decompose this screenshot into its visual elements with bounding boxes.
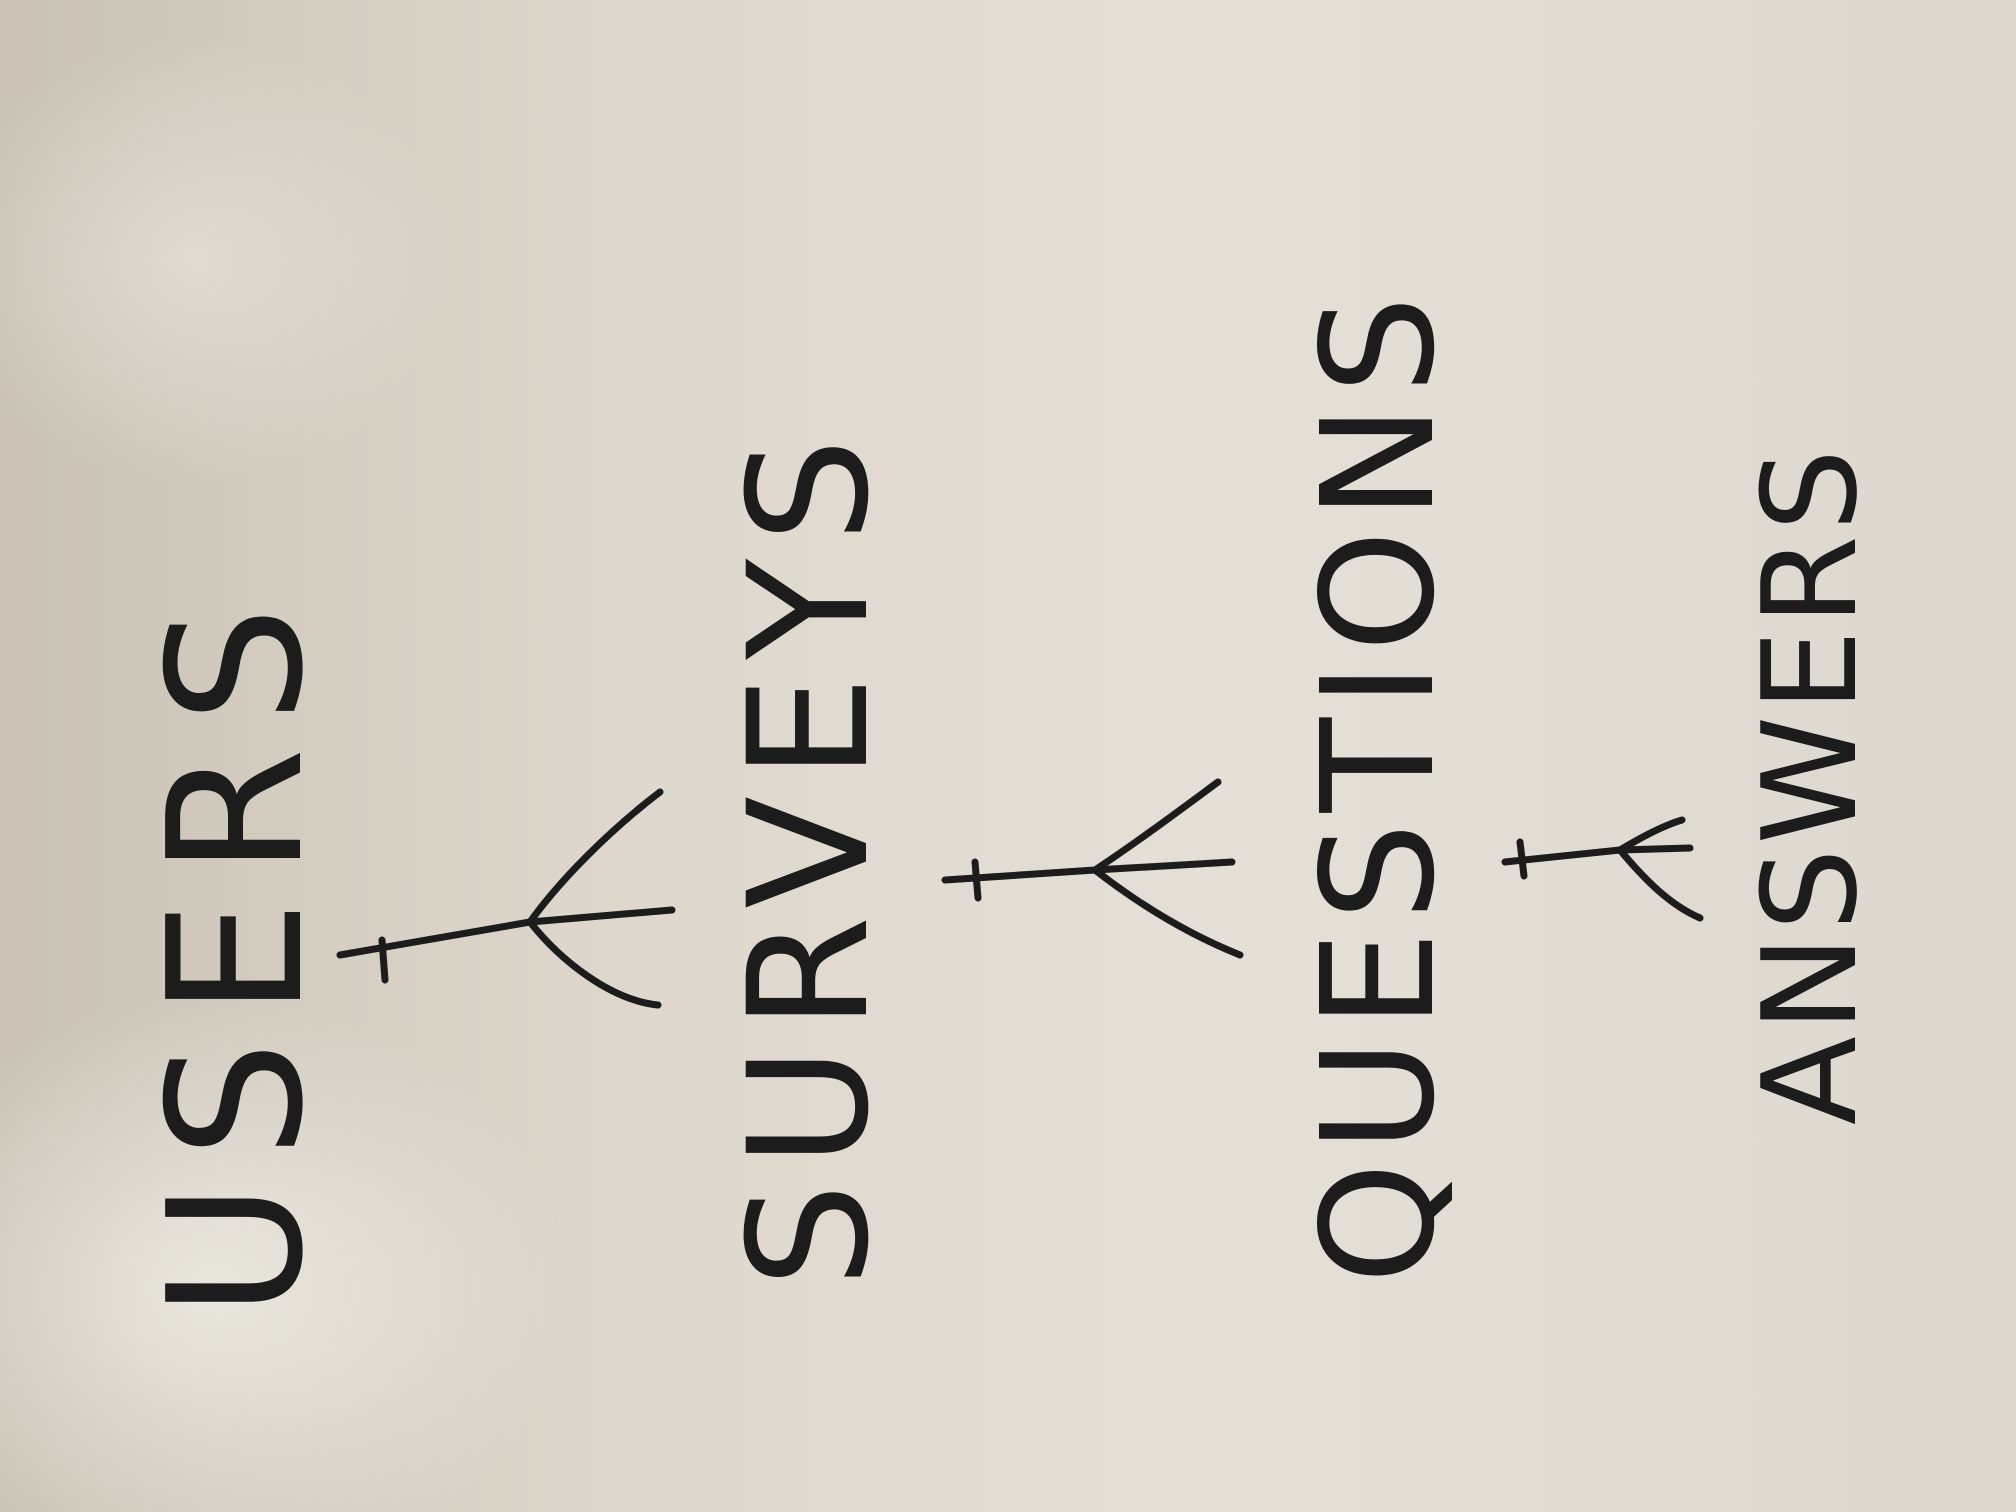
crows-foot-upper <box>526 788 664 926</box>
connector-line <box>336 918 534 959</box>
one-tick-mark <box>1516 838 1528 880</box>
crows-foot-lower <box>1616 846 1704 922</box>
crows-foot-upper <box>1616 816 1686 854</box>
entity-label-surveys: SURVEYS <box>713 422 905 1288</box>
crows-foot-upper <box>1091 778 1222 874</box>
relationship-users-surveys <box>336 788 676 1009</box>
crows-foot-middle <box>1091 858 1236 874</box>
one-tick-mark <box>971 858 982 902</box>
entity-label-questions: QUESTIONS <box>1288 286 1469 1285</box>
one-tick-mark <box>378 936 389 984</box>
entity-label-users: USERS <box>128 582 344 1318</box>
crows-foot-lower <box>526 918 662 1009</box>
relationship-surveys-questions <box>941 778 1244 959</box>
crows-foot-lower <box>1091 866 1244 959</box>
crows-foot-middle <box>1616 844 1694 854</box>
connector-line <box>941 866 1099 884</box>
relationship-questions-answers <box>1501 816 1704 922</box>
crows-foot-middle <box>526 906 676 926</box>
entity-label-answers: ANSWERS <box>1734 445 1886 1125</box>
